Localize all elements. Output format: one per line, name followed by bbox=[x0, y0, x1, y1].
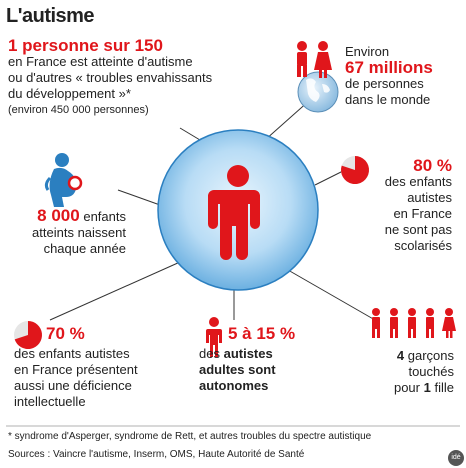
boy-icon-1 bbox=[372, 308, 380, 338]
adult-person-icon bbox=[206, 317, 222, 357]
boy-icon-3 bbox=[408, 308, 416, 338]
stat-school-line: ne sont pas bbox=[384, 222, 452, 237]
stat-ratio-line3-val: 1 bbox=[423, 380, 431, 395]
stat-ratio: 4 garçons touchés pour 1 fille bbox=[370, 348, 454, 396]
stat-deficiency-value: 70 % bbox=[46, 324, 85, 343]
stat-school-line: autistes bbox=[407, 190, 452, 205]
stat-births: 8 000 enfants atteints naissent chaque a… bbox=[14, 206, 126, 257]
stat-main-headline: 1 personne sur 150 bbox=[8, 36, 163, 55]
page-title: L'autisme bbox=[6, 5, 95, 27]
footnote: * syndrome d'Asperger, syndrome de Rett,… bbox=[8, 431, 372, 442]
stat-autonomy-line1-bold: autistes bbox=[223, 346, 273, 361]
stat-deficiency-text: des enfants autistes en France présenten… bbox=[14, 346, 138, 410]
girl-icon bbox=[442, 308, 456, 338]
stat-school-line: des enfants bbox=[384, 174, 452, 189]
stat-main-note: (environ 450 000 personnes) bbox=[8, 104, 149, 116]
sources: Sources : Vaincre l'autisme, Inserm, OMS… bbox=[8, 449, 305, 460]
stat-autonomy-line1-pre: des bbox=[199, 346, 220, 361]
boy-icon-4 bbox=[426, 308, 434, 338]
stat-school: 80 % des enfants autistes en France ne s… bbox=[372, 156, 452, 254]
stat-births-line3: chaque année bbox=[43, 241, 126, 256]
stat-ratio-line1: garçons bbox=[407, 348, 454, 363]
stat-ratio-line3-rest: fille bbox=[434, 380, 454, 395]
stat-main-line2: ou d'autres « troubles envahissants bbox=[8, 70, 213, 85]
stat-deficiency-line: en France présentent bbox=[14, 362, 138, 377]
stat-autonomy-line3: autonomes bbox=[199, 378, 269, 393]
stat-autonomy: des autistes adultes sont autonomes bbox=[199, 346, 276, 394]
publisher-logo: idé bbox=[448, 450, 464, 466]
stat-deficiency-line: intellectuelle bbox=[14, 394, 86, 409]
stat-world-line2: dans le monde bbox=[345, 92, 431, 107]
pie-80-icon bbox=[341, 156, 370, 185]
stat-main-line3: du développement »* bbox=[8, 86, 131, 101]
stat-world: Environ 67 millions de personnes dans le… bbox=[345, 44, 433, 108]
boy-icon-2 bbox=[390, 308, 398, 338]
stat-world-line1: de personnes bbox=[345, 76, 424, 91]
globe-icon bbox=[297, 71, 339, 113]
baby-circle-icon bbox=[67, 175, 83, 191]
stat-births-word: enfants bbox=[83, 209, 126, 224]
stat-ratio-line2: touchés bbox=[408, 364, 454, 379]
stat-births-line2: atteints naissent bbox=[32, 225, 126, 240]
stat-school-line: en France bbox=[393, 206, 452, 221]
stat-autonomy-value: 5 à 15 % bbox=[228, 324, 296, 343]
boy-girl-icon bbox=[297, 41, 332, 78]
stat-school-line: scolarisés bbox=[394, 238, 452, 253]
pie-70-icon bbox=[14, 321, 43, 349]
stat-deficiency: 70 % bbox=[46, 324, 85, 343]
stat-school-value: 80 % bbox=[413, 156, 452, 175]
stat-autonomy-value-wrap: 5 à 15 % bbox=[228, 324, 296, 343]
stat-autonomy-line2: adultes sont bbox=[199, 362, 276, 377]
stat-deficiency-line: aussi une déficience bbox=[14, 378, 132, 393]
pregnant-woman-icon bbox=[44, 153, 77, 207]
stat-main: 1 personne sur 150 en France est atteint… bbox=[8, 36, 213, 118]
stat-ratio-value: 4 bbox=[396, 348, 405, 363]
person-icon bbox=[208, 165, 260, 260]
children-ratio-icon bbox=[372, 308, 456, 338]
stat-ratio-line3-pre: pour bbox=[393, 380, 420, 395]
stat-world-pre: Environ bbox=[345, 44, 390, 59]
stat-main-line1: en France est atteinte d'autisme bbox=[8, 54, 193, 69]
stat-world-value: 67 millions bbox=[345, 58, 433, 77]
stat-deficiency-line: des enfants autistes bbox=[14, 346, 130, 361]
stat-births-value: 8 000 bbox=[37, 206, 80, 225]
